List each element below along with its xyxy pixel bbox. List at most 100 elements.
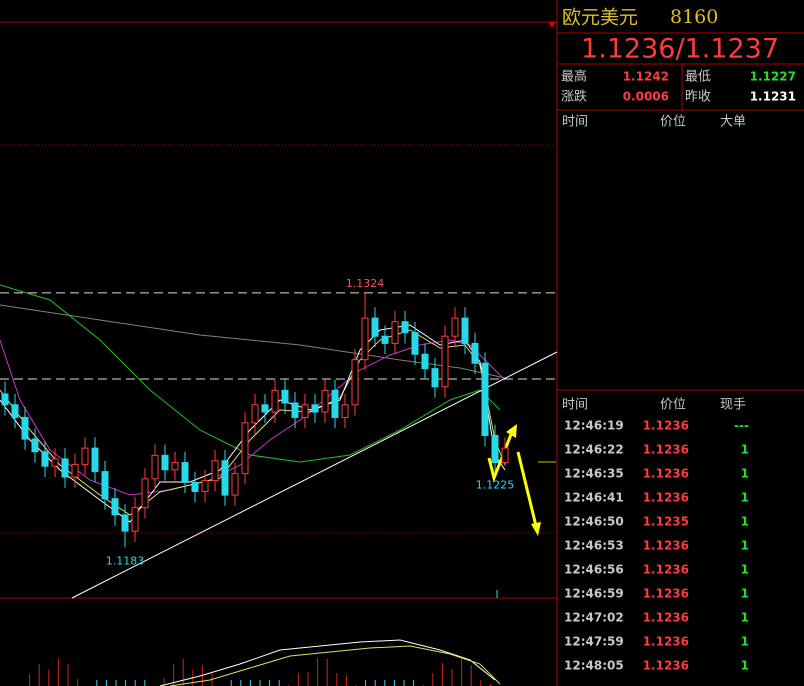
price-label: 1.1225 <box>476 479 515 492</box>
arrow <box>516 451 538 527</box>
macd-line <box>159 639 496 686</box>
tick-volume: 1 <box>741 659 749 673</box>
tick-price: 1.1236 <box>643 611 689 625</box>
column-header: 时间 <box>562 398 588 413</box>
arrow-head <box>506 424 517 438</box>
tick-time: 12:46:41 <box>564 491 624 505</box>
tick-price: 1.1236 <box>643 539 689 553</box>
candle-body <box>301 404 309 418</box>
candle-body <box>281 389 289 404</box>
stat-label: 最高 <box>561 69 587 85</box>
stat-value: 0.0006 <box>623 90 669 104</box>
marker <box>548 22 556 28</box>
price-label: 1.1324 <box>346 277 385 290</box>
tick-volume: 1 <box>741 443 749 457</box>
tick-price: 1.1236 <box>643 467 689 481</box>
tick-volume: 1 <box>741 539 749 553</box>
tick-time: 12:46:59 <box>564 587 624 601</box>
ma-gray <box>0 304 506 379</box>
column-header: 价位 <box>660 398 686 413</box>
candle-body <box>91 447 99 473</box>
candle-body <box>471 342 479 364</box>
tick-time: 12:46:22 <box>564 443 624 457</box>
tick-time: 12:46:53 <box>564 539 624 553</box>
tick-time: 12:48:05 <box>564 659 624 673</box>
candle-body <box>361 317 369 361</box>
tick-time: 12:46:50 <box>564 515 624 529</box>
candle-body <box>171 462 179 471</box>
candle-body <box>201 480 209 492</box>
candle-body <box>441 335 449 388</box>
candle-body <box>321 389 329 413</box>
price-label: 1.1183 <box>106 554 145 567</box>
ma-white <box>0 324 506 523</box>
candle-body <box>81 447 89 465</box>
candle-body <box>211 460 219 482</box>
tick-price: 1.1236 <box>643 491 689 505</box>
arrow-head <box>531 522 541 536</box>
candle-body <box>101 471 109 500</box>
candle-body <box>231 472 239 496</box>
candle-body <box>161 454 169 471</box>
stat-label: 涨跌 <box>561 89 587 105</box>
candle-body <box>141 478 149 509</box>
arrow <box>487 431 514 483</box>
candle-body <box>131 507 139 532</box>
tick-volume: 1 <box>741 515 749 529</box>
candle-body <box>61 458 69 478</box>
tick-price: 1.1236 <box>643 419 689 433</box>
tick-time: 12:46:35 <box>564 467 624 481</box>
stat-label: 最低 <box>685 70 711 85</box>
tick-price: 1.1236 <box>643 443 689 457</box>
candle-body <box>331 389 339 418</box>
candle-body <box>431 368 439 388</box>
candle-body <box>491 434 499 464</box>
tick-volume: 1 <box>741 587 749 601</box>
tick-price: 1.1235 <box>643 515 689 529</box>
tick-volume: 1 <box>741 467 749 481</box>
tick-price: 1.1236 <box>643 635 689 649</box>
candle-body <box>411 332 419 355</box>
candle-body <box>461 317 469 344</box>
candle-body <box>371 317 379 337</box>
candle-body <box>341 404 349 418</box>
candle-body <box>271 389 279 413</box>
tick-time: 12:46:19 <box>564 419 624 433</box>
candle-body <box>261 404 269 413</box>
candle-body <box>121 514 129 532</box>
column-header: 现手 <box>720 398 746 413</box>
instrument-name: 欧元美元 <box>562 7 638 29</box>
candle-body <box>501 447 509 464</box>
candle-body <box>191 481 199 492</box>
candle-body <box>1 393 9 406</box>
candle-body <box>351 359 359 406</box>
candle-body <box>391 321 399 344</box>
quote: 1.1236/1.1237 <box>581 34 779 65</box>
column-header: 价位 <box>660 115 686 130</box>
candle-body <box>451 317 459 337</box>
trend-line <box>71 351 558 599</box>
candle-body <box>111 498 119 516</box>
tick-price: 1.1236 <box>643 587 689 601</box>
candle-body <box>381 335 389 344</box>
candle-body <box>31 438 39 453</box>
candle-body <box>41 451 49 467</box>
tick-price: 1.1236 <box>643 659 689 673</box>
candle-body <box>481 362 489 436</box>
candle-body <box>401 321 409 334</box>
signal-line <box>169 645 501 686</box>
tick-volume: --- <box>734 419 749 433</box>
candle-body <box>241 422 249 474</box>
candle-body <box>421 353 429 370</box>
stat-label: 昨收 <box>685 90 711 105</box>
stat-value: 1.1227 <box>750 70 796 84</box>
tick-time: 12:46:56 <box>564 563 624 577</box>
candle-body <box>71 463 79 478</box>
tick-volume: 1 <box>741 563 749 577</box>
candle-body <box>11 404 19 418</box>
stat-value: 1.1231 <box>750 90 796 104</box>
column-header: 时间 <box>562 115 588 130</box>
candle-body <box>251 404 259 424</box>
